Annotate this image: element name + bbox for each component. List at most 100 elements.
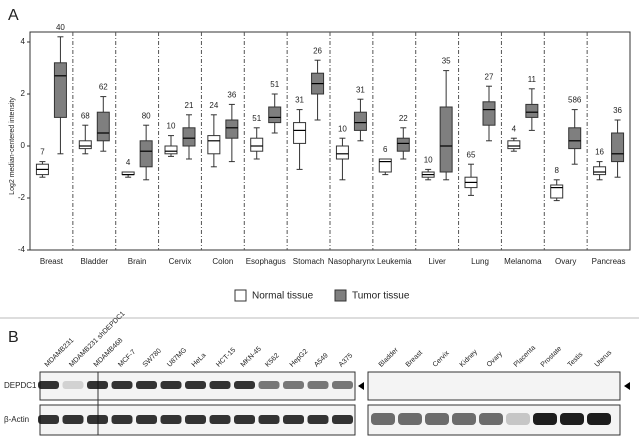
legend-swatch [234,289,247,302]
band [533,413,557,425]
x-tick-label: Cervix [169,257,192,266]
count-label: 68 [81,111,90,120]
box [396,137,410,152]
count-label: 51 [270,80,279,89]
box [53,62,67,118]
y-tick-label: -2 [18,193,26,202]
count-label: 51 [252,114,261,123]
band [209,415,231,424]
x-tick-label: Liver [428,257,446,266]
box [139,140,153,168]
row-label: β-Actin [4,415,29,424]
band [185,381,206,389]
box [353,111,367,131]
band [587,413,611,425]
count-label: 31 [356,85,365,94]
count-label: 11 [528,75,537,84]
count-label: 8 [554,166,559,175]
band [307,381,329,389]
band [38,415,59,424]
x-tick-label: Bladder [80,257,108,266]
panel-label: B [8,329,19,346]
count-label: 31 [295,96,304,105]
count-label: 62 [99,83,108,92]
box [550,184,564,199]
band [136,415,157,424]
box [164,145,178,155]
box [378,158,392,173]
count-label: 36 [227,91,236,100]
band [307,415,329,424]
x-tick-label: Esophagus [246,257,286,266]
box [439,106,453,173]
box [525,103,539,118]
y-tick-label: 2 [21,89,26,98]
count-label: 22 [399,114,408,123]
box [182,127,196,147]
band [425,413,449,425]
count-label: 16 [595,148,604,157]
band [209,381,231,389]
count-label: 586 [568,96,582,105]
band [560,413,584,425]
box [78,140,92,150]
x-tick-label: Brain [128,257,147,266]
row-label: DEPDC1 [4,381,37,390]
band [111,381,133,389]
count-label: 6 [383,145,388,154]
box [335,145,349,160]
band [87,415,108,424]
box [568,127,582,150]
band [136,381,157,389]
count-label: 21 [185,101,194,110]
band [398,413,422,425]
band [258,381,280,389]
band [452,413,476,425]
box [225,119,239,139]
band [234,381,255,389]
band [111,415,133,424]
box [482,101,496,126]
band [332,415,353,424]
count-label: 10 [424,156,433,165]
band [479,413,503,425]
count-label: 36 [613,106,622,115]
band [38,381,59,389]
x-tick-label: Stomach [293,257,325,266]
y-tick-label: 0 [21,141,26,150]
count-label: 24 [209,101,218,110]
x-tick-label: Nasopharynx [328,257,375,266]
count-label: 40 [56,23,65,32]
count-label: 10 [167,122,176,131]
count-label: 65 [467,150,476,159]
count-label: 10 [338,124,347,133]
box [250,137,264,152]
x-tick-label: Colon [212,257,233,266]
box [611,132,625,163]
count-label: 26 [313,46,322,55]
box [96,111,110,142]
y-tick-label: -4 [18,245,26,254]
legend-label: Tumor tissue [352,291,410,302]
x-tick-label: Breast [40,257,64,266]
band [160,381,182,389]
box [593,166,607,176]
band [283,415,304,424]
band [185,415,206,424]
count-label: 27 [485,72,494,81]
x-tick-label: Pancreas [592,257,626,266]
box [507,140,521,150]
box [207,135,221,155]
count-label: 7 [40,148,45,157]
band [283,381,304,389]
count-label: 4 [512,124,517,133]
count-label: 4 [126,158,131,167]
legend-swatch [334,289,347,302]
panel-label: A [8,7,19,24]
blot-frame [367,371,621,401]
band [506,413,530,425]
arrowhead [358,382,364,390]
band [332,381,353,389]
band [160,415,182,424]
